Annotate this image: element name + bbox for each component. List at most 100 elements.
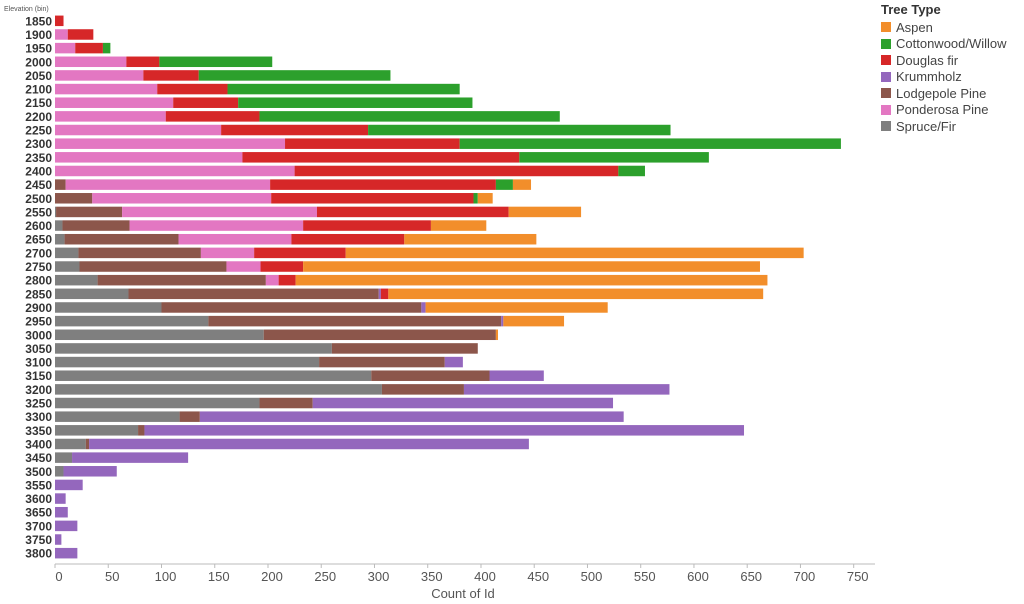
bar-2200-douglas-fir[interactable]	[165, 111, 260, 122]
bar-3350-spruce-fir[interactable]	[55, 425, 139, 436]
bar-2650-spruce-fir[interactable]	[55, 233, 65, 245]
bar-3350-krummholz[interactable]	[144, 425, 745, 436]
bar-2750-lodgepole-pine[interactable]	[79, 261, 227, 272]
bar-2350-ponderosa-pine[interactable]	[55, 152, 243, 163]
bar-3550-krummholz[interactable]	[55, 479, 83, 491]
bar-3000-lodgepole-pine[interactable]	[263, 329, 496, 341]
bar-3050-spruce-fir[interactable]	[55, 343, 332, 354]
bar-2050-cottonwood-willow[interactable]	[198, 70, 391, 81]
bar-2900-spruce-fir[interactable]	[55, 302, 162, 313]
bar-3100-krummholz[interactable]	[444, 356, 463, 368]
legend-item-aspen[interactable]: Aspen	[881, 19, 1021, 36]
bar-2450-douglas-fir[interactable]	[270, 179, 496, 190]
bar-3200-lodgepole-pine[interactable]	[381, 384, 464, 395]
bar-2750-douglas-fir[interactable]	[260, 261, 304, 272]
bar-2400-douglas-fir[interactable]	[294, 165, 619, 177]
bar-2900-aspen[interactable]	[425, 302, 608, 313]
bar-2350-douglas-fir[interactable]	[242, 152, 520, 163]
legend-item-douglas-fir[interactable]: Douglas fir	[881, 52, 1021, 69]
bar-2150-cottonwood-willow[interactable]	[238, 97, 473, 108]
bar-1850-douglas-fir[interactable]	[55, 15, 64, 27]
bar-2100-cottonwood-willow[interactable]	[227, 83, 460, 95]
legend-item-lodgepole-pine[interactable]: Lodgepole Pine	[881, 85, 1021, 102]
bar-2700-spruce-fir[interactable]	[55, 247, 79, 259]
bar-2050-douglas-fir[interactable]	[143, 70, 199, 81]
bar-3600-krummholz[interactable]	[55, 493, 66, 504]
bar-2600-douglas-fir[interactable]	[303, 220, 431, 231]
bar-3400-krummholz[interactable]	[89, 438, 529, 450]
bar-3700-krummholz[interactable]	[55, 520, 78, 532]
bar-2600-ponderosa-pine[interactable]	[129, 220, 304, 231]
bar-2850-krummholz[interactable]	[378, 288, 381, 300]
bar-3250-lodgepole-pine[interactable]	[259, 397, 313, 409]
bar-2200-ponderosa-pine[interactable]	[55, 111, 166, 122]
bar-2700-douglas-fir[interactable]	[254, 247, 346, 259]
bar-2450-cottonwood-willow[interactable]	[495, 179, 513, 190]
bar-3050-lodgepole-pine[interactable]	[331, 343, 478, 354]
bar-2600-lodgepole-pine[interactable]	[62, 220, 130, 231]
bar-3500-krummholz[interactable]	[63, 466, 117, 477]
bar-3400-lodgepole-pine[interactable]	[85, 438, 90, 450]
bar-2450-lodgepole-pine[interactable]	[55, 179, 66, 190]
bar-2150-douglas-fir[interactable]	[173, 97, 239, 108]
bar-2500-lodgepole-pine[interactable]	[55, 193, 93, 204]
bar-3450-spruce-fir[interactable]	[55, 452, 73, 463]
legend-item-ponderosa-pine[interactable]: Ponderosa Pine	[881, 102, 1021, 119]
bar-2750-spruce-fir[interactable]	[55, 261, 80, 272]
bar-2150-ponderosa-pine[interactable]	[55, 97, 174, 108]
bar-2850-spruce-fir[interactable]	[55, 288, 129, 300]
bar-2500-ponderosa-pine[interactable]	[92, 193, 272, 204]
bar-2700-lodgepole-pine[interactable]	[78, 247, 201, 259]
bar-2650-ponderosa-pine[interactable]	[178, 233, 292, 245]
bar-3750-krummholz[interactable]	[55, 534, 62, 545]
bar-3200-spruce-fir[interactable]	[55, 384, 382, 395]
bar-3650-krummholz[interactable]	[55, 506, 68, 518]
bar-3300-spruce-fir[interactable]	[55, 411, 180, 422]
bar-2500-aspen[interactable]	[477, 193, 493, 204]
bar-2300-douglas-fir[interactable]	[285, 138, 460, 149]
bar-2750-ponderosa-pine[interactable]	[226, 261, 261, 272]
bar-3100-spruce-fir[interactable]	[55, 356, 320, 368]
bar-2950-aspen[interactable]	[503, 315, 565, 327]
bar-3250-spruce-fir[interactable]	[55, 397, 260, 409]
bar-3500-spruce-fir[interactable]	[55, 466, 64, 477]
bar-2800-spruce-fir[interactable]	[55, 274, 98, 286]
bar-2400-ponderosa-pine[interactable]	[55, 165, 295, 177]
bar-2900-lodgepole-pine[interactable]	[161, 302, 422, 313]
bar-3250-krummholz[interactable]	[312, 397, 614, 409]
bar-2700-ponderosa-pine[interactable]	[200, 247, 255, 259]
bar-2600-spruce-fir[interactable]	[55, 220, 63, 231]
bar-2750-aspen[interactable]	[303, 261, 760, 272]
bar-2550-spruce-fir[interactable]	[55, 206, 57, 218]
bar-2250-ponderosa-pine[interactable]	[55, 124, 222, 136]
legend-item-spruce-fir[interactable]: Spruce/Fir	[881, 118, 1021, 135]
bar-3000-aspen[interactable]	[495, 329, 499, 341]
legend-item-krummholz[interactable]: Krummholz	[881, 69, 1021, 86]
bar-3450-krummholz[interactable]	[72, 452, 189, 463]
bar-2500-douglas-fir[interactable]	[271, 193, 474, 204]
legend-item-cottonwood-willow[interactable]: Cottonwood/Willow	[881, 36, 1021, 53]
bar-2950-krummholz[interactable]	[501, 315, 504, 327]
bar-2550-aspen[interactable]	[508, 206, 582, 218]
bar-3150-krummholz[interactable]	[489, 370, 544, 381]
bar-2650-aspen[interactable]	[404, 233, 537, 245]
bar-2000-douglas-fir[interactable]	[126, 56, 160, 68]
bar-2450-aspen[interactable]	[512, 179, 532, 190]
bar-2550-lodgepole-pine[interactable]	[56, 206, 123, 218]
bar-2800-aspen[interactable]	[295, 274, 768, 286]
bar-2650-lodgepole-pine[interactable]	[64, 233, 179, 245]
bar-2950-lodgepole-pine[interactable]	[208, 315, 502, 327]
bar-2850-lodgepole-pine[interactable]	[128, 288, 379, 300]
bar-2900-krummholz[interactable]	[421, 302, 426, 313]
bar-2850-aspen[interactable]	[388, 288, 764, 300]
bar-2100-douglas-fir[interactable]	[157, 83, 228, 95]
bar-2100-ponderosa-pine[interactable]	[55, 83, 158, 95]
bar-2000-cottonwood-willow[interactable]	[159, 56, 273, 68]
bar-2300-ponderosa-pine[interactable]	[55, 138, 286, 149]
bar-1900-ponderosa-pine[interactable]	[55, 29, 68, 40]
bar-3300-krummholz[interactable]	[199, 411, 624, 422]
bar-3150-spruce-fir[interactable]	[55, 370, 372, 381]
bar-2500-cottonwood-willow[interactable]	[473, 193, 478, 204]
bar-2350-cottonwood-willow[interactable]	[519, 152, 709, 163]
bar-3800-krummholz[interactable]	[55, 547, 78, 559]
